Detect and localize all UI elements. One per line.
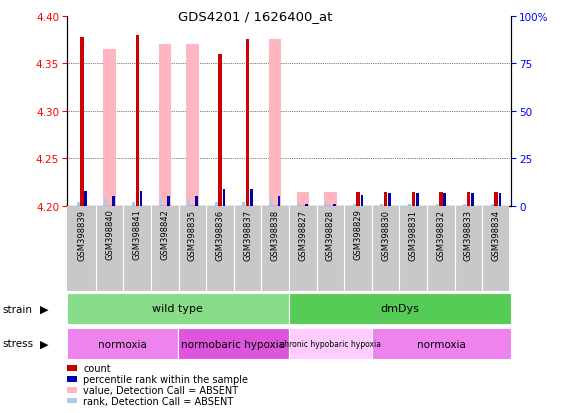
Bar <box>324 192 336 206</box>
Text: GSM398835: GSM398835 <box>188 209 197 260</box>
Bar <box>159 45 171 206</box>
Bar <box>223 190 225 206</box>
Text: value, Detection Call = ABSENT: value, Detection Call = ABSENT <box>83 385 238 395</box>
Bar <box>178 328 289 360</box>
Bar <box>80 38 84 206</box>
Text: GSM398839: GSM398839 <box>77 209 87 260</box>
Text: count: count <box>83 363 111 373</box>
Bar <box>167 197 170 206</box>
Bar <box>372 328 511 360</box>
Text: GSM398838: GSM398838 <box>271 209 279 260</box>
Bar <box>218 55 222 206</box>
Text: GDS4201 / 1626400_at: GDS4201 / 1626400_at <box>178 10 333 23</box>
Text: GSM398834: GSM398834 <box>492 209 501 260</box>
Text: GSM398831: GSM398831 <box>409 209 418 260</box>
Bar <box>306 204 308 206</box>
Bar <box>215 203 217 206</box>
Bar <box>333 204 336 206</box>
Text: percentile rank within the sample: percentile rank within the sample <box>83 374 248 384</box>
Text: dmDys: dmDys <box>381 304 419 314</box>
Text: GSM398840: GSM398840 <box>105 209 114 260</box>
Text: GSM398828: GSM398828 <box>326 209 335 260</box>
Text: ▶: ▶ <box>40 339 48 349</box>
Text: normoxia: normoxia <box>417 339 467 349</box>
Text: ▶: ▶ <box>40 304 48 314</box>
Text: GSM398833: GSM398833 <box>464 209 473 260</box>
Bar <box>187 45 199 206</box>
Text: GSM398841: GSM398841 <box>132 209 142 260</box>
Text: GSM398830: GSM398830 <box>381 209 390 260</box>
Bar <box>250 190 253 206</box>
Bar <box>467 192 470 206</box>
Bar <box>289 293 511 325</box>
Bar <box>361 195 363 206</box>
Bar <box>384 192 388 206</box>
Bar <box>270 199 272 206</box>
Bar <box>278 197 281 206</box>
Bar <box>408 204 411 206</box>
Text: stress: stress <box>3 339 34 349</box>
Bar <box>67 328 178 360</box>
Bar <box>67 293 289 325</box>
Bar <box>416 193 418 206</box>
Bar <box>84 191 87 206</box>
Text: normobaric hypoxia: normobaric hypoxia <box>181 339 285 349</box>
Bar <box>297 203 300 206</box>
Bar <box>112 197 115 206</box>
Bar <box>77 203 80 206</box>
Bar <box>498 193 501 206</box>
Text: GSM398829: GSM398829 <box>354 209 363 260</box>
Text: GSM398827: GSM398827 <box>299 209 307 260</box>
Text: chronic hypobaric hypoxia: chronic hypobaric hypoxia <box>280 339 381 348</box>
Bar <box>471 193 474 206</box>
Bar <box>491 204 494 206</box>
Bar <box>325 203 328 206</box>
Bar <box>439 192 443 206</box>
Bar <box>103 50 116 206</box>
Bar <box>160 199 162 206</box>
Bar <box>139 191 142 206</box>
Text: GSM398837: GSM398837 <box>243 209 252 260</box>
Bar <box>436 204 439 206</box>
Bar <box>242 203 245 206</box>
Bar <box>195 197 198 206</box>
Bar <box>269 40 281 206</box>
Bar <box>297 192 309 206</box>
Bar <box>135 36 139 207</box>
Text: rank, Detection Call = ABSENT: rank, Detection Call = ABSENT <box>83 396 234 406</box>
Text: GSM398842: GSM398842 <box>160 209 169 260</box>
Bar <box>356 192 360 206</box>
Bar <box>494 192 498 206</box>
Text: wild type: wild type <box>152 304 203 314</box>
Text: GSM398832: GSM398832 <box>436 209 446 260</box>
Bar <box>289 328 372 360</box>
Bar <box>463 204 466 206</box>
Text: normoxia: normoxia <box>98 339 147 349</box>
Text: GSM398836: GSM398836 <box>216 209 224 260</box>
Bar <box>388 193 391 206</box>
Bar <box>105 199 107 206</box>
Bar <box>443 193 446 206</box>
Bar <box>411 192 415 206</box>
Bar <box>353 204 356 206</box>
Bar <box>132 203 135 206</box>
Bar <box>381 204 383 206</box>
Bar <box>246 40 249 206</box>
Bar <box>187 199 190 206</box>
Text: strain: strain <box>3 304 33 314</box>
